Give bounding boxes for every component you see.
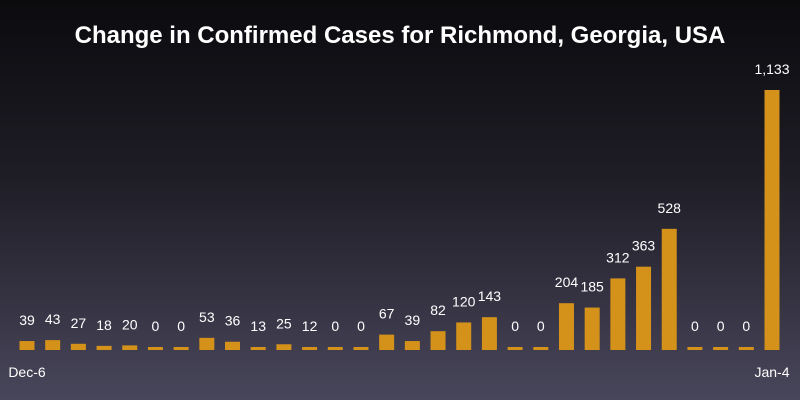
value-label-18: 143 <box>478 288 502 304</box>
value-label-4: 20 <box>122 316 138 332</box>
value-label-6: 0 <box>177 318 185 334</box>
value-label-16: 82 <box>430 302 446 318</box>
value-label-8: 36 <box>225 313 241 329</box>
bar-19 <box>507 347 523 350</box>
value-label-19: 0 <box>511 318 519 334</box>
bar-7 <box>199 337 215 350</box>
bar-18 <box>481 317 497 350</box>
value-label-21: 204 <box>555 274 579 290</box>
value-label-23: 312 <box>606 249 630 265</box>
value-label-2: 27 <box>71 315 87 331</box>
bar-25 <box>661 228 677 350</box>
bar-10 <box>276 344 292 350</box>
bar-29 <box>764 90 780 350</box>
bar-20 <box>533 347 549 350</box>
bar-16 <box>430 331 446 350</box>
bar-14 <box>379 334 395 350</box>
bar-0 <box>19 341 35 350</box>
bar-21 <box>558 303 574 350</box>
value-label-0: 39 <box>19 312 35 328</box>
bar-27 <box>713 347 729 350</box>
value-label-13: 0 <box>357 318 365 334</box>
bars-group <box>19 90 780 350</box>
x-tick-label-start: Dec-6 <box>8 364 46 380</box>
value-label-20: 0 <box>537 318 545 334</box>
value-label-5: 0 <box>152 318 160 334</box>
value-label-17: 120 <box>452 293 476 309</box>
bar-26 <box>687 347 703 350</box>
bar-28 <box>738 347 754 350</box>
value-label-25: 528 <box>658 200 682 216</box>
value-label-27: 0 <box>717 318 725 334</box>
bar-4 <box>122 345 138 350</box>
bar-22 <box>584 307 600 350</box>
value-label-7: 53 <box>199 309 215 325</box>
value-label-24: 363 <box>632 238 656 254</box>
value-label-14: 67 <box>379 306 395 322</box>
value-label-28: 0 <box>742 318 750 334</box>
value-label-12: 0 <box>331 318 339 334</box>
bar-8 <box>225 341 241 350</box>
bar-2 <box>70 343 86 350</box>
value-label-26: 0 <box>691 318 699 334</box>
x-tick-label-end: Jan-4 <box>754 364 789 380</box>
bar-15 <box>404 341 420 350</box>
value-label-9: 13 <box>250 318 266 334</box>
value-label-10: 25 <box>276 315 292 331</box>
value-label-3: 18 <box>96 317 112 333</box>
value-label-22: 185 <box>580 279 604 295</box>
bar-11 <box>302 347 318 350</box>
bar-13 <box>353 347 369 350</box>
value-label-11: 12 <box>302 318 318 334</box>
bar-17 <box>456 322 472 350</box>
bar-5 <box>147 347 163 350</box>
bar-12 <box>327 347 343 350</box>
bar-1 <box>45 340 61 350</box>
chart-title: Change in Confirmed Cases for Richmond, … <box>75 22 726 49</box>
value-label-29: 1,133 <box>754 61 789 77</box>
value-label-15: 39 <box>405 312 421 328</box>
bar-24 <box>636 266 652 350</box>
bar-9 <box>250 347 266 350</box>
bar-6 <box>173 347 189 350</box>
value-label-1: 43 <box>45 311 61 327</box>
bar-3 <box>96 345 112 350</box>
bar-23 <box>610 278 626 350</box>
